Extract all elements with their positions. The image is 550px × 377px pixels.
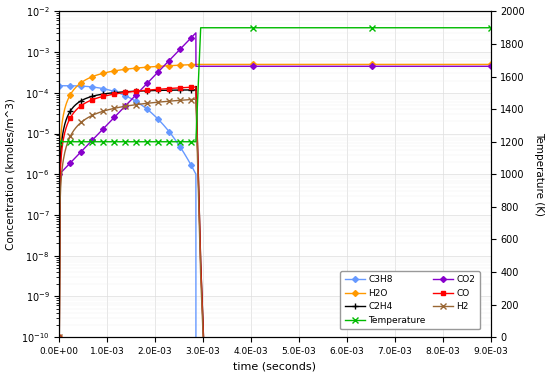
- CO2: [178, 46, 184, 51]
- Line: C3H8: C3H8: [57, 84, 493, 377]
- Temperature: [487, 26, 494, 30]
- CO2: [189, 35, 195, 39]
- CO2: [118, 107, 125, 112]
- CO: [192, 85, 199, 89]
- Y-axis label: Concentration (kmoles/m^3): Concentration (kmoles/m^3): [6, 98, 15, 250]
- C2H4: [75, 101, 81, 105]
- C2H4: [118, 90, 125, 94]
- Temperature: [472, 26, 479, 30]
- CO2: [56, 172, 63, 176]
- CO2: [192, 31, 199, 35]
- CO: [178, 86, 184, 90]
- Temperature: [56, 139, 63, 144]
- C2H4: [150, 88, 157, 93]
- C3H8: [56, 83, 63, 88]
- Line: CO2: CO2: [57, 31, 493, 176]
- Y-axis label: Temperature (K): Temperature (K): [535, 132, 544, 216]
- H2: [118, 104, 125, 109]
- Line: C2H4: C2H4: [57, 84, 493, 377]
- C3H8: [189, 164, 195, 169]
- CO2: [472, 64, 479, 69]
- H2O: [75, 83, 81, 87]
- H2O: [118, 67, 125, 72]
- C2H4: [192, 84, 199, 89]
- CO: [150, 87, 157, 92]
- Temperature: [150, 139, 157, 144]
- Temperature: [189, 139, 195, 144]
- C3H8: [75, 84, 81, 88]
- H2: [192, 97, 199, 101]
- Legend: C3H8, H2O, C2H4, Temperature, CO2, CO, H2: C3H8, H2O, C2H4, Temperature, CO2, CO, H…: [340, 271, 480, 329]
- C2H4: [178, 88, 184, 92]
- H2: [178, 98, 184, 103]
- Temperature: [118, 139, 125, 144]
- H2: [56, 335, 63, 339]
- CO2: [150, 75, 157, 79]
- H2O: [472, 62, 479, 67]
- Temperature: [75, 139, 81, 144]
- CO: [189, 85, 195, 89]
- Temperature: [197, 26, 204, 30]
- H2O: [56, 335, 63, 339]
- H2O: [189, 62, 195, 67]
- Line: Temperature: Temperature: [57, 25, 493, 144]
- H2O: [150, 64, 157, 69]
- H2: [75, 123, 81, 128]
- H2: [150, 100, 157, 105]
- C3H8: [150, 112, 157, 117]
- CO2: [487, 64, 494, 69]
- CO2: [75, 153, 81, 157]
- CO: [118, 90, 125, 95]
- Line: CO: CO: [57, 85, 493, 377]
- H2O: [178, 63, 184, 67]
- CO: [56, 335, 63, 339]
- C3H8: [178, 146, 184, 150]
- C2H4: [56, 335, 63, 339]
- C3H8: [118, 92, 125, 97]
- C2H4: [189, 87, 195, 92]
- H2O: [192, 62, 199, 67]
- Line: H2: H2: [57, 97, 493, 377]
- CO: [75, 106, 81, 110]
- Line: H2O: H2O: [57, 62, 493, 339]
- Temperature: [178, 139, 184, 144]
- X-axis label: time (seconds): time (seconds): [233, 362, 316, 371]
- H2O: [487, 62, 494, 67]
- H2: [189, 97, 195, 102]
